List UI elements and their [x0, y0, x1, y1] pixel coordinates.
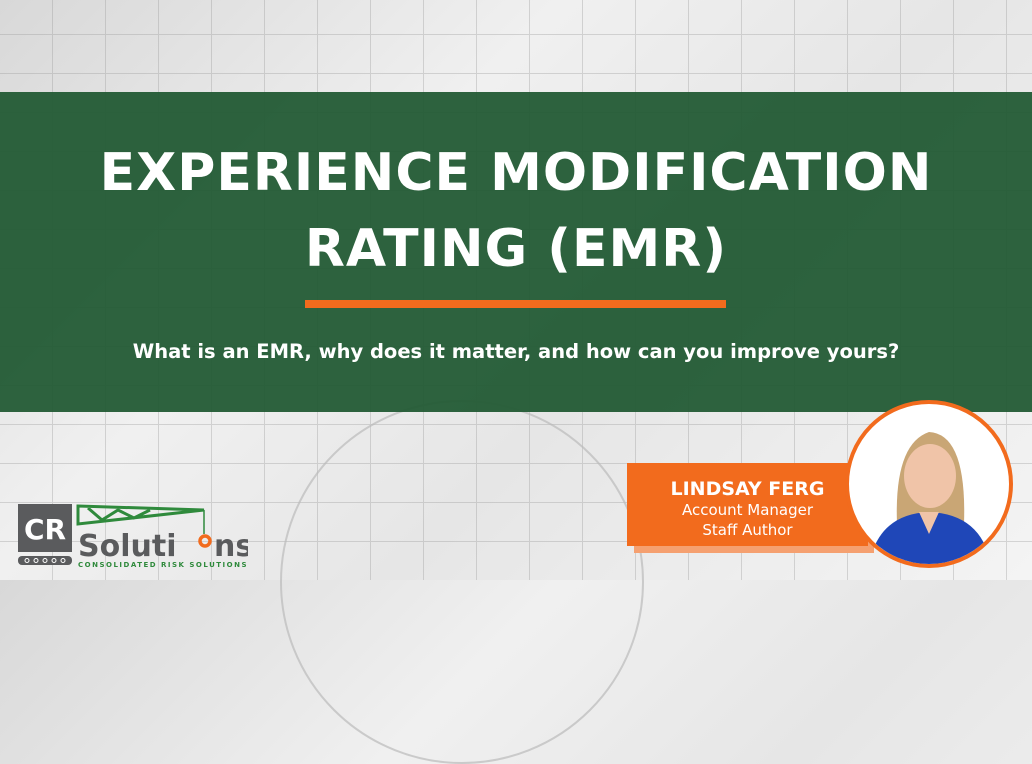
subtitle: What is an EMR, why does it matter, and … — [132, 340, 900, 363]
company-logo: CR Soluti ns CONSOLIDATED RISK SOLUTIONS — [18, 504, 253, 574]
orange-divider — [305, 300, 726, 308]
title-line-1: EXPERIENCE MODIFICATION — [99, 143, 933, 203]
author-byline: Staff Author — [702, 521, 793, 539]
page-title: EXPERIENCE MODIFICATION RATING (EMR) — [0, 135, 1032, 287]
svg-text:CR: CR — [24, 513, 66, 546]
author-role: Account Manager — [681, 501, 814, 519]
svg-text:Soluti: Soluti — [78, 529, 176, 564]
author-name: LINDSAY FERG — [670, 478, 825, 500]
protractor-image — [280, 400, 644, 764]
author-box: LINDSAY FERG Account Manager Staff Autho… — [627, 463, 868, 546]
title-line-2: RATING (EMR) — [304, 219, 728, 279]
author-photo — [845, 400, 1013, 568]
svg-text:CONSOLIDATED RISK SOLUTIONS: CONSOLIDATED RISK SOLUTIONS — [78, 561, 248, 569]
title-band — [0, 92, 1032, 412]
svg-text:ns: ns — [214, 529, 248, 564]
